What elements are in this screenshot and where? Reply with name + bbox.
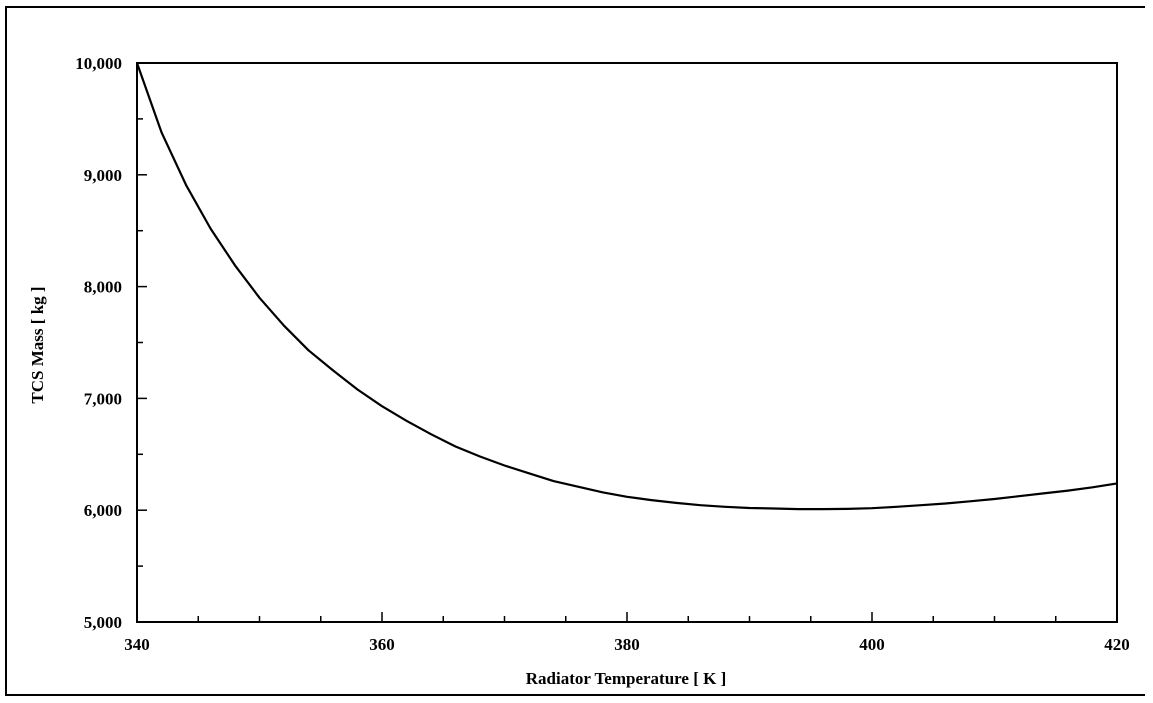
x-tick-label: 380 — [614, 635, 640, 654]
x-axis-label: Radiator Temperature [ K ] — [526, 669, 727, 688]
x-tick-label: 420 — [1104, 635, 1130, 654]
x-tick-label: 400 — [859, 635, 885, 654]
y-tick-label: 10,000 — [75, 54, 122, 73]
y-tick-label: 5,000 — [84, 613, 122, 632]
y-axis-label: TCS Mass [ kg ] — [28, 286, 47, 403]
x-tick-label: 340 — [124, 635, 150, 654]
y-tick-label: 7,000 — [84, 389, 122, 408]
y-tick-label: 6,000 — [84, 501, 122, 520]
series-line — [135, 62, 1118, 511]
plot-border — [136, 62, 1118, 623]
x-tick-label: 360 — [369, 635, 395, 654]
plot-area — [135, 62, 1118, 623]
y-tick-label: 9,000 — [84, 166, 122, 185]
y-axis: 5,000 6,000 7,000 8,000 9,000 10,000 — [75, 54, 147, 632]
y-tick-label: 8,000 — [84, 278, 122, 297]
x-axis: 340 360 380 400 420 — [124, 612, 1130, 654]
chart-frame — [5, 6, 1145, 696]
